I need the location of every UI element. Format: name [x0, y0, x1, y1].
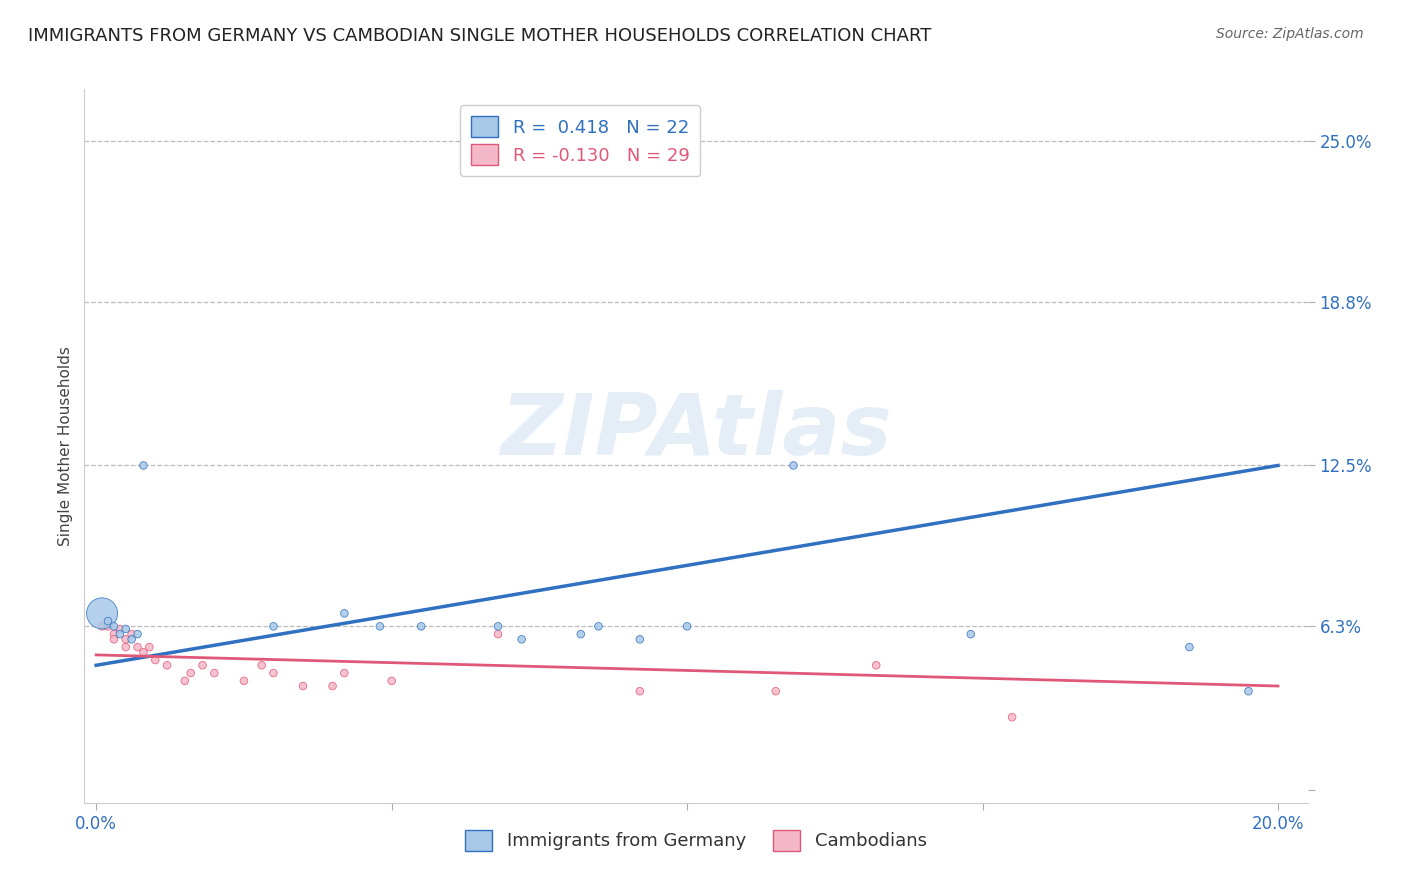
Point [510, 632, 533, 647]
Point [1237, 684, 1260, 698]
Point [628, 684, 651, 698]
Text: IMMIGRANTS FROM GERMANY VS CAMBODIAN SINGLE MOTHER HOUSEHOLDS CORRELATION CHART: IMMIGRANTS FROM GERMANY VS CAMBODIAN SIN… [28, 27, 932, 45]
Point [180, 666, 202, 681]
Point [588, 619, 610, 633]
Point [97, 614, 120, 628]
Point [628, 632, 651, 647]
Point [191, 658, 214, 673]
Point [97, 619, 120, 633]
Point [486, 627, 509, 641]
Point [569, 627, 592, 641]
Point [333, 666, 356, 681]
Text: ZIPAtlas: ZIPAtlas [501, 390, 891, 474]
Point [143, 653, 166, 667]
Point [103, 627, 125, 641]
Point [865, 658, 887, 673]
Point [108, 627, 131, 641]
Point [91, 607, 114, 621]
Point [121, 632, 143, 647]
Point [292, 679, 315, 693]
Point [262, 619, 284, 633]
Point [121, 627, 143, 641]
Text: Source: ZipAtlas.com: Source: ZipAtlas.com [1216, 27, 1364, 41]
Point [114, 632, 136, 647]
Point [173, 673, 195, 688]
Point [1001, 710, 1024, 724]
Point [127, 627, 149, 641]
Y-axis label: Single Mother Households: Single Mother Households [58, 346, 73, 546]
Point [959, 627, 981, 641]
Point [202, 666, 225, 681]
Point [91, 619, 114, 633]
Point [114, 640, 136, 654]
Point [765, 684, 787, 698]
Point [1178, 640, 1201, 654]
Point [108, 622, 131, 636]
Point [782, 458, 804, 473]
Legend: Immigrants from Germany, Cambodians: Immigrants from Germany, Cambodians [458, 822, 934, 858]
Point [322, 679, 344, 693]
Point [127, 640, 149, 654]
Point [132, 458, 155, 473]
Point [103, 632, 125, 647]
Point [381, 673, 404, 688]
Point [138, 640, 160, 654]
Point [486, 619, 509, 633]
Point [411, 619, 433, 633]
Point [232, 673, 254, 688]
Point [250, 658, 273, 673]
Point [262, 666, 284, 681]
Point [156, 658, 179, 673]
Point [676, 619, 699, 633]
Point [368, 619, 391, 633]
Point [333, 607, 356, 621]
Point [132, 645, 155, 659]
Point [114, 622, 136, 636]
Point [103, 619, 125, 633]
